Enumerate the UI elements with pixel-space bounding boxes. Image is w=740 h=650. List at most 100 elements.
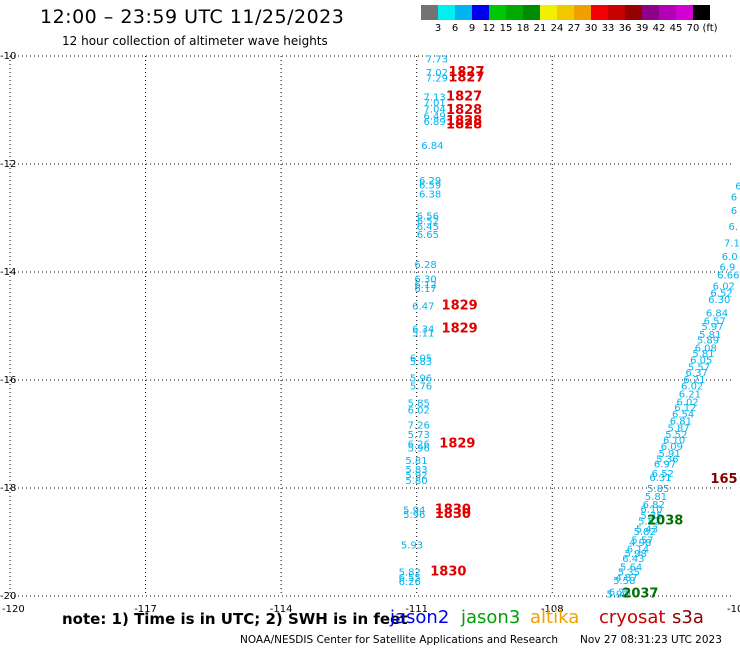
y-tick-label: -10 [0, 51, 16, 62]
wave-height-label: 5.35 [618, 568, 640, 579]
colorbar-tick-label: 18 [516, 23, 530, 34]
colorbar-tick-label: 36 [618, 23, 632, 34]
wave-height-label: 6.05 [690, 355, 712, 366]
colorbar-swatch [472, 5, 489, 20]
y-tick-label: -14 [0, 267, 16, 278]
wave-height-label: 6.81 [670, 417, 692, 428]
colorbar-swatch [591, 5, 608, 20]
wave-height-label: 6.02 [408, 406, 430, 417]
wave-height-label: 6.10 [640, 505, 662, 516]
colorbar-swatch [608, 5, 625, 20]
wave-height-label: 5.73 [408, 430, 430, 441]
colorbar-tick-label: 12 [482, 23, 496, 34]
track-time-label: 1829 [439, 437, 475, 452]
wave-height-label: 6.84 [706, 309, 728, 320]
wave-height-label: 6.14 [627, 544, 649, 555]
colorbar-tick-label: 6 [451, 23, 459, 34]
colorbar-tick-label: 42 [652, 23, 666, 34]
wave-height-label: 6.56 [417, 211, 439, 222]
y-tick-label: -18 [0, 483, 16, 494]
colorbar-swatch [489, 5, 506, 20]
wave-height-label: 5.96 [410, 373, 432, 384]
wave-height-label: 6.30 [708, 295, 730, 306]
wave-height-label: 5.81 [645, 492, 667, 503]
colorbar-swatch [540, 5, 557, 20]
colorbar-swatch [523, 5, 540, 20]
wave-height-label: 5.35 [640, 511, 662, 522]
wave-height-label: 5.36 [656, 454, 678, 465]
colorbar-swatch [574, 5, 591, 20]
wave-height-label: 5.81 [699, 330, 721, 341]
colorbar-swatch [421, 5, 438, 20]
track-time-label: 1830 [435, 503, 471, 518]
wave-height-label: 6.52 [710, 289, 732, 300]
wave-height-label: 6.10 [663, 435, 685, 446]
wave-height-label: 7.29 [426, 74, 448, 85]
wave-height-label: 5.11 [412, 328, 434, 339]
footnote: note: 1) Time is in UTC; 2) SWH is in fe… [62, 610, 408, 628]
wave-height-label: 5.89 [697, 336, 719, 347]
wave-height-label: 6.59 [419, 181, 441, 192]
wave-height-label: 6.05 [410, 353, 432, 364]
data-labels-group: 7.73 7.027.29 7.137.017.046.496.89 6.84 6.29… [399, 55, 740, 602]
wave-height-label: 5.81 [405, 456, 427, 467]
wave-height-label: 5.76 [410, 381, 432, 392]
wave-height-label: 6 [735, 182, 740, 193]
wave-height-label: 6.17 [414, 284, 436, 295]
wave-height-label: 6.02 [681, 381, 703, 392]
wave-height-label: 5.87 [667, 424, 689, 435]
colorbar-swatch [455, 5, 472, 20]
wave-height-label: 4.98 [629, 538, 651, 549]
colorbar-tick-label: 9 [468, 23, 476, 34]
wave-height-label: 6.65 [417, 230, 439, 241]
wave-height-label: 5.58 [613, 576, 635, 587]
chart-title: 12:00 – 23:59 UTC 11/25/2023 [40, 6, 345, 28]
satellite-legend-jason3: jason3 [461, 607, 521, 628]
wave-height-label: 5.92 [405, 471, 427, 482]
wave-height-label: 5.98 [625, 549, 647, 560]
track-time-label: 1827 [448, 65, 484, 80]
track-time-label: 1828 [446, 118, 482, 133]
wave-height-label: 7.01 [423, 98, 445, 109]
wave-height-label: 5.85 [408, 399, 430, 410]
wave-height-label: 5.90 [606, 589, 628, 600]
colorbar-swatch [506, 5, 523, 20]
wave-height-label: 5.96 [408, 444, 430, 455]
wave-height-label: 5.80 [405, 476, 427, 487]
wave-height-label: 6.82 [643, 500, 665, 511]
wave-height-label: 7.02 [426, 68, 448, 79]
wave-height-label: 6.89 [423, 117, 445, 128]
wave-height-label: 6.55 [399, 573, 421, 584]
wave-height-label: 6.09 [661, 442, 683, 453]
wave-height-label: 5.83 [410, 357, 432, 368]
wave-height-label: 7.73 [426, 55, 448, 66]
colorbar-tick-label: 30 [584, 23, 598, 34]
colorbar-tick-label: 27 [567, 23, 581, 34]
wave-height-label: 7.1 [724, 238, 740, 249]
colorbar-tick-label: 33 [601, 23, 615, 34]
track-time-label: 1830 [430, 565, 466, 580]
wave-height-label: 6.02 [677, 398, 699, 409]
track-time-label: 2037 [622, 586, 658, 601]
track-time-label: 1827 [448, 71, 484, 86]
wave-height-label: 6 [731, 206, 737, 217]
wave-height-label: 5.96 [403, 510, 425, 521]
wave-height-label: 6.37 [686, 368, 708, 379]
colorbar-unit-label: (ft) [702, 23, 718, 34]
satellite-legend-altika: altika [530, 607, 580, 628]
wave-height-label: 6.26 [408, 440, 430, 451]
y-tick-label: -12 [0, 159, 16, 170]
track-time-label: 1828 [446, 103, 482, 118]
y-tick-label: -16 [0, 375, 16, 386]
track-time-label: 2038 [647, 513, 683, 528]
wave-height-label: 6.02 [713, 282, 735, 293]
colorbar-tick-label: 3 [434, 23, 442, 34]
chart-subtitle: 12 hour collection of altimeter wave hei… [62, 34, 328, 48]
wave-height-label: 6.84 [421, 141, 443, 152]
y-tick-label: -20 [0, 591, 16, 602]
track-time-label: 1829 [442, 298, 478, 313]
wave-height-label: 6.21 [683, 375, 705, 386]
wave-height-label: 6.38 [419, 190, 441, 201]
wave-height-label: 6.28 [414, 260, 436, 271]
